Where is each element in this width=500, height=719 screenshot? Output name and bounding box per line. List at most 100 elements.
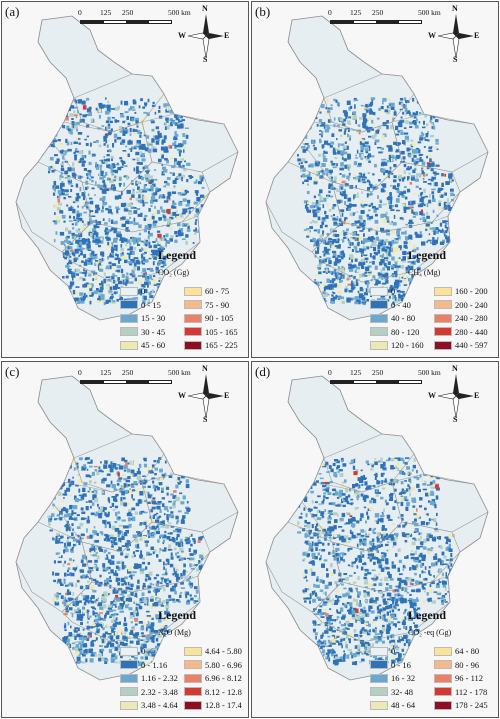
map-panel-b: (b) 0 125 250 500 km N S E W Legend CH₄ (…	[251, 1, 499, 358]
map-panel-a: (a) 0 125 250 500 km N S E W Legend CO₂ (…	[1, 1, 249, 358]
legend-label: 96 - 112	[455, 673, 484, 683]
compass-s: S	[203, 55, 208, 64]
compass-w: W	[428, 31, 436, 40]
region-boundary	[61, 215, 201, 283]
legend-label: 64 - 80	[455, 646, 480, 656]
region-boundary	[323, 73, 415, 133]
scale-tick: 0	[328, 368, 332, 377]
legend-item: 48 - 64	[370, 700, 415, 710]
legend-swatch	[434, 646, 452, 656]
legend-swatch	[184, 286, 202, 296]
legend-item: 80 - 96	[434, 660, 479, 670]
map-legend: Legend N₂O (Mg) 0 0 - 1.16 1.16 - 2.32 2.32 -…	[118, 604, 246, 716]
scale-tick: 500 km	[168, 8, 191, 17]
legend-swatch	[370, 286, 388, 296]
legend-label: 120 - 160	[391, 340, 424, 350]
scale-tick: 0	[78, 368, 82, 377]
legend-item: 0 - 15	[120, 300, 161, 310]
legend-item: 6.96 - 8.12	[184, 673, 242, 683]
legend-unit: CH₄ (Mg)	[408, 268, 441, 277]
legend-label: 6.96 - 8.12	[205, 673, 242, 683]
legend-label: 5.80 - 6.96	[205, 659, 242, 670]
region-boundary	[73, 433, 165, 493]
legend-label: 165 - 225	[205, 340, 238, 350]
legend-item: 0	[370, 286, 395, 296]
legend-item: 0	[120, 646, 145, 656]
compass-s: S	[453, 55, 458, 64]
legend-item: 15 - 30	[120, 313, 165, 323]
legend-swatch	[370, 673, 388, 683]
legend-swatch	[184, 300, 202, 309]
legend-item: 60 - 75	[184, 286, 229, 296]
map-legend: Legend CO₂ -eq (Gg) 0 0 - 16 16 - 32 32- 48 48…	[368, 604, 496, 716]
scale-tick: 125	[100, 8, 112, 17]
legend-item: 30 - 45	[120, 327, 165, 337]
compass-e: E	[474, 31, 480, 40]
legend-item: 90 - 105	[184, 313, 233, 323]
region-boundary	[61, 575, 201, 643]
legend-item: 3.48 - 4.64	[120, 700, 178, 710]
scale-tick: 500 km	[418, 8, 441, 17]
scale-tick: 125	[350, 8, 362, 17]
scale-bar: 0 125 250 500 km	[72, 368, 222, 390]
scale-tick: 125	[100, 368, 112, 377]
legend-label: 60 - 75	[205, 286, 230, 296]
legend-swatch	[120, 646, 138, 656]
legend-item: 16 - 32	[370, 673, 415, 683]
legend-title: Legend	[158, 248, 197, 262]
north-arrow-icon: N S E W	[178, 4, 234, 64]
legend-label: 0	[141, 646, 146, 656]
compass-e: E	[224, 31, 230, 40]
scale-tick: 500 km	[418, 368, 441, 377]
legend-item: 45 - 60	[120, 340, 165, 350]
legend-label: 80 - 120	[391, 326, 420, 337]
legend-item: 12.8 - 17.4	[184, 700, 242, 710]
scale-bar-graphic	[330, 380, 422, 384]
map-canvas	[15, 375, 239, 681]
compass-e: E	[474, 391, 480, 400]
legend-label: 2.32 - 3.48	[141, 686, 178, 697]
legend-label: 48 - 64	[391, 700, 416, 710]
map-legend: Legend CH₄ (Mg) 0 0 - 40 40 - 80 80 - 120 120 …	[368, 244, 496, 356]
legend-label: 0 - 40	[391, 299, 411, 310]
legend-label: 1.16 - 2.32	[141, 673, 178, 683]
panel-label: (b)	[255, 4, 271, 19]
legend-label: 0	[141, 286, 146, 296]
scale-tick: 0	[328, 8, 332, 17]
map-canvas	[265, 15, 489, 321]
legend-label: 4.64 - 5.80	[205, 646, 242, 656]
region-boundary	[15, 521, 93, 613]
scale-tick: 125	[350, 368, 362, 377]
legend-item: 200 - 240	[434, 300, 488, 310]
legend-item: 80 - 120	[370, 327, 419, 337]
legend-label: 30 - 45	[141, 326, 166, 337]
legend-swatch	[184, 687, 202, 696]
compass-s: S	[203, 415, 208, 424]
legend-swatch	[120, 313, 138, 323]
scale-tick: 250	[122, 8, 134, 17]
region-boundary	[265, 161, 343, 253]
legend-swatch	[120, 286, 138, 296]
legend-swatch	[184, 700, 202, 710]
compass-w: W	[428, 391, 436, 400]
legend-item: 120 - 160	[370, 340, 424, 350]
legend-item: 2.32 - 3.48	[120, 687, 178, 697]
legend-swatch	[434, 673, 452, 683]
legend-swatch	[120, 660, 138, 669]
legend-label: 80 - 96	[455, 659, 480, 670]
legend-item: 0 - 1.16	[120, 660, 167, 670]
legend-swatch	[370, 313, 388, 323]
compass-n: N	[452, 4, 458, 13]
legend-item: 105 - 165	[184, 327, 238, 337]
compass-s: S	[453, 415, 458, 424]
legend-swatch	[370, 300, 388, 309]
legend-swatch	[434, 340, 452, 350]
legend-swatch	[370, 687, 388, 696]
legend-item: 0	[120, 286, 145, 296]
legend-swatch	[434, 286, 452, 296]
legend-unit: N₂O (Mg)	[158, 628, 191, 637]
legend-item: 64 - 80	[434, 646, 479, 656]
panel-label: (a)	[5, 4, 20, 19]
map-canvas	[15, 15, 239, 321]
